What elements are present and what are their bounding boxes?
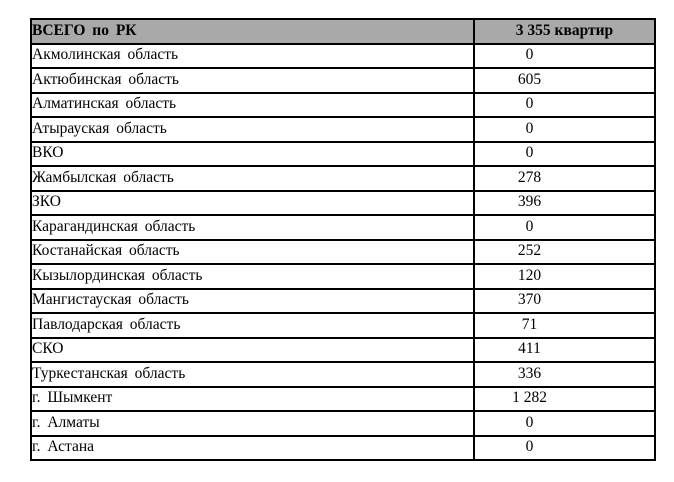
value-cell: 278 [473,165,656,192]
value-cell: 411 [473,336,656,363]
region-cell: ЗКО [30,189,475,216]
table-row: Мангистауская область 370 [30,287,656,314]
table-row: Туркестанская область 336 [30,361,656,388]
value-cell: 0 [473,410,656,437]
value-cell: 336 [473,361,656,388]
value-cell: 605 [473,67,656,94]
region-cell: Алматинская область [30,91,475,118]
value-cell: 0 [473,434,656,461]
value-cell: 396 [473,189,656,216]
apartments-by-region-table: ВСЕГО по РК 3 355 квартир Акмолинская об… [30,18,656,461]
value-cell: 0 [473,91,656,118]
table-row: Павлодарская область 71 [30,312,656,339]
region-cell: Павлодарская область [30,312,475,339]
region-cell: Жамбылская область [30,165,475,192]
table-row: ЗКО 396 [30,189,656,216]
region-cell: ВКО [30,140,475,167]
value-cell: 0 [473,116,656,143]
value-cell: 71 [473,312,656,339]
table-body: Акмолинская область 0 Актюбинская область 6… [30,42,656,461]
region-cell: Туркестанская область [30,361,475,388]
table-header-row: ВСЕГО по РК 3 355 квартир [30,18,656,45]
region-cell: СКО [30,336,475,363]
region-cell: г. Астана [30,434,475,461]
table-row: г. Астана 0 [30,434,656,461]
header-total-label: ВСЕГО по РК [30,18,475,45]
table-row: СКО 411 [30,336,656,363]
table-row: Костанайская область 252 [30,238,656,265]
value-cell: 252 [473,238,656,265]
table-row: Жамбылская область 278 [30,165,656,192]
region-cell: Акмолинская область [30,42,475,69]
region-cell: г. Алматы [30,410,475,437]
region-cell: г. Шымкент [30,385,475,412]
table-row: Актюбинская область 605 [30,67,656,94]
table-row: ВКО 0 [30,140,656,167]
header-total-value: 3 355 квартир [473,18,656,45]
table-row: Алматинская область 0 [30,91,656,118]
region-cell: Костанайская область [30,238,475,265]
table-row: Атырауская область 0 [30,116,656,143]
table-row: г. Алматы 0 [30,410,656,437]
table-row: Акмолинская область 0 [30,42,656,69]
value-cell: 0 [473,214,656,241]
table-row: Карагандинская область 0 [30,214,656,241]
region-cell: Атырауская область [30,116,475,143]
region-cell: Мангистауская область [30,287,475,314]
region-cell: Актюбинская область [30,67,475,94]
region-cell: Карагандинская область [30,214,475,241]
value-cell: 0 [473,42,656,69]
table-row: г. Шымкент 1 282 [30,385,656,412]
value-cell: 0 [473,140,656,167]
table-row: Кызылординская область 120 [30,263,656,290]
value-cell: 1 282 [473,385,656,412]
value-cell: 120 [473,263,656,290]
value-cell: 370 [473,287,656,314]
region-cell: Кызылординская область [30,263,475,290]
